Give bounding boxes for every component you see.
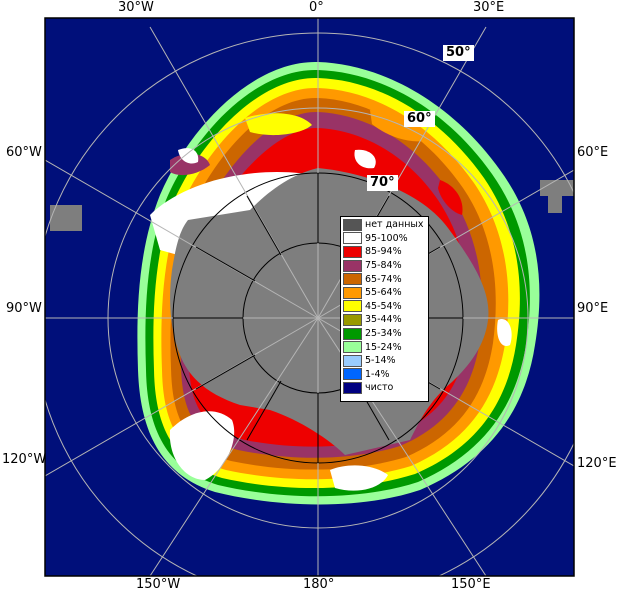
- lat-label-60: 60°: [404, 111, 435, 127]
- legend-label: 75-84%: [365, 260, 402, 272]
- legend-item: 85-94%: [343, 245, 426, 259]
- legend-item: 25-34%: [343, 327, 426, 341]
- legend-label: 85-94%: [365, 246, 402, 258]
- legend-swatch: [343, 327, 362, 340]
- lon-label-60e: 60°E: [577, 145, 609, 160]
- legend-item: 15-24%: [343, 340, 426, 354]
- legend-swatch: [343, 232, 362, 245]
- legend-swatch: [343, 259, 362, 272]
- lon-label-90w: 90°W: [6, 301, 42, 316]
- legend-swatch: [343, 313, 362, 326]
- ice-white-spot-b: [354, 149, 376, 169]
- lon-label-0: 0°: [309, 0, 324, 15]
- lat-label-70: 70°: [367, 175, 398, 191]
- legend-item: 1-4%: [343, 368, 426, 382]
- concentration-legend: нет данных 95-100% 85-94% 75-84% 65-74% 55-64…: [340, 216, 429, 402]
- ice-patch-yellow: [245, 113, 312, 136]
- legend-label: 95-100%: [365, 232, 408, 244]
- legend-label: 25-34%: [365, 328, 402, 340]
- lon-label-180: 180°: [303, 577, 335, 592]
- lon-label-150w: 150°W: [136, 577, 181, 592]
- legend-swatch: [343, 354, 362, 367]
- legend-label: 45-54%: [365, 300, 402, 312]
- legend-swatch: [343, 218, 362, 231]
- lon-label-30e: 30°E: [473, 0, 505, 15]
- legend-label: 15-24%: [365, 341, 402, 353]
- ice-patch-purple: [170, 153, 210, 176]
- lon-label-120w: 120°W: [2, 452, 47, 467]
- legend-item: 65-74%: [343, 272, 426, 286]
- lon-label-90e: 90°E: [577, 301, 609, 316]
- legend-swatch: [343, 381, 362, 394]
- legend-label: чисто: [365, 382, 394, 394]
- lon-label-60w: 60°W: [6, 145, 42, 160]
- legend-label: нет данных: [365, 219, 424, 231]
- legend-item: 5-14%: [343, 354, 426, 368]
- lon-label-150e: 150°E: [451, 577, 491, 592]
- ice-white-strip: [330, 465, 388, 491]
- legend-swatch: [343, 341, 362, 354]
- legend-item: 75-84%: [343, 259, 426, 273]
- no-data-patch-left: [50, 205, 82, 231]
- legend-label: 35-44%: [365, 314, 402, 326]
- ice-white-spot-a: [178, 148, 199, 164]
- no-data-patch-right-b: [548, 195, 562, 213]
- ice-patch-orange: [370, 110, 428, 142]
- legend-item: 35-44%: [343, 313, 426, 327]
- legend-swatch: [343, 245, 362, 258]
- legend-label: 65-74%: [365, 273, 402, 285]
- ice-patch-red: [438, 180, 463, 215]
- legend-label: 5-14%: [365, 355, 396, 367]
- legend-item: чисто: [343, 381, 426, 395]
- lon-label-120e: 120°E: [577, 456, 617, 471]
- legend-item: 45-54%: [343, 300, 426, 314]
- legend-item: 55-64%: [343, 286, 426, 300]
- legend-swatch: [343, 286, 362, 299]
- legend-swatch: [343, 273, 362, 286]
- legend-item: 95-100%: [343, 232, 426, 246]
- legend-label: 1-4%: [365, 368, 390, 380]
- ice-white-spot-c: [497, 319, 512, 346]
- no-data-patch-right-a: [540, 180, 574, 196]
- legend-swatch: [343, 300, 362, 313]
- legend-label: 55-64%: [365, 287, 402, 299]
- legend-item: нет данных: [343, 218, 426, 232]
- lon-label-30w: 30°W: [118, 0, 154, 15]
- map-frame: [44, 17, 575, 577]
- lat-label-50: 50°: [443, 45, 474, 61]
- ice-white-floe: [169, 411, 235, 480]
- legend-swatch: [343, 368, 362, 381]
